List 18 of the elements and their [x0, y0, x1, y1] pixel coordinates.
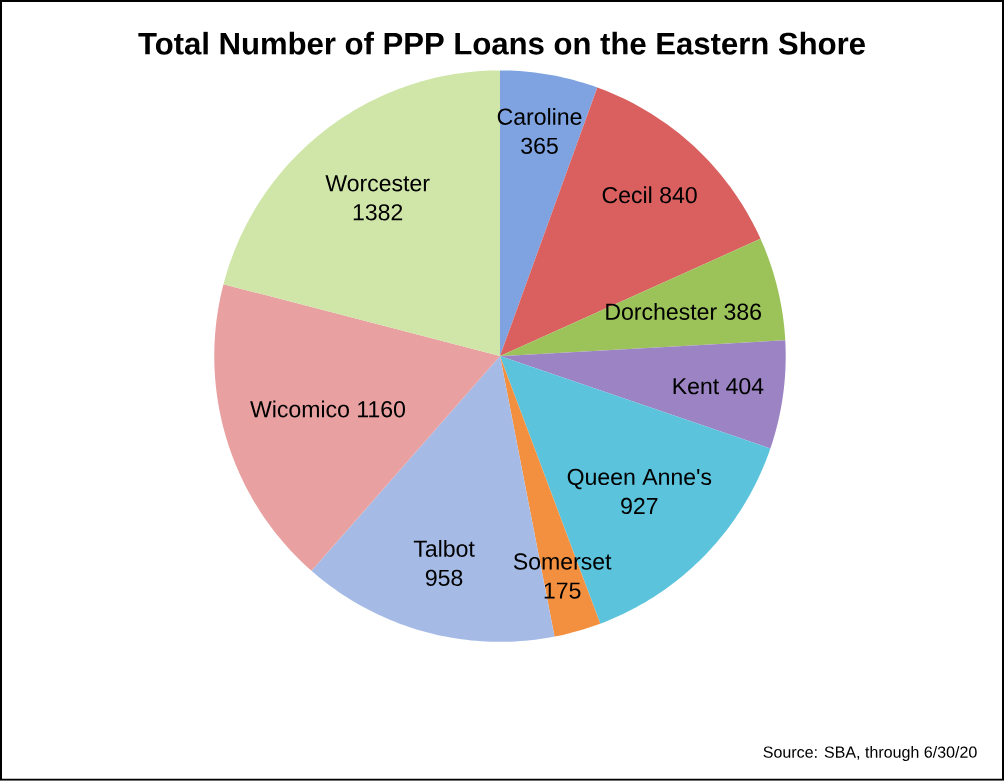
slice-label: Wicomico — [250, 400, 349, 418]
slice-label: Cecil — [602, 186, 652, 204]
data-label: 1160 — [358, 401, 405, 418]
data-label: 840 — [660, 187, 697, 204]
slice-label: Queen Anne's — [567, 468, 712, 490]
slice-label: Dorchester — [606, 303, 717, 321]
slice-label: Talbot — [413, 540, 475, 558]
data-label: 958 — [425, 569, 463, 587]
source-note: Source: SBA, through 6/30/20 — [763, 746, 977, 762]
data-label: 386 — [724, 303, 761, 321]
data-label: 365 — [521, 137, 558, 155]
chart-title: Total Number of PPP Loans on the Eastern Shore — [138, 31, 865, 55]
data-label: 927 — [621, 497, 658, 515]
slice-label: Worcester — [325, 175, 430, 192]
slice-label: Caroline — [497, 108, 582, 126]
data-label: 404 — [726, 378, 764, 395]
slice-label: Kent — [673, 378, 719, 395]
data-label: 1382 — [353, 204, 403, 221]
